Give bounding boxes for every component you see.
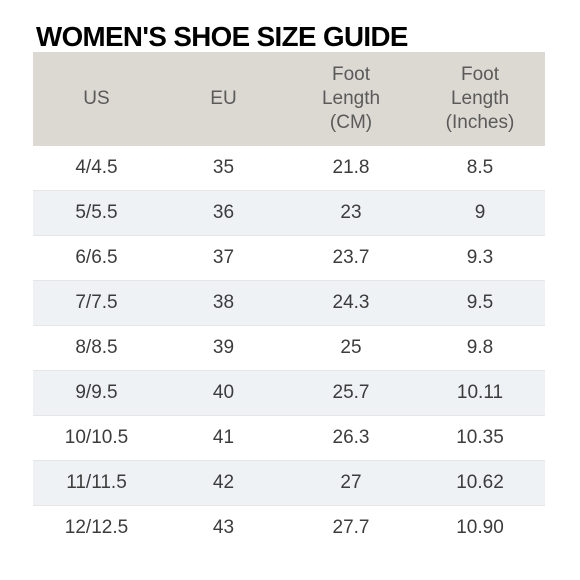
page-title: WOMEN'S SHOE SIZE GUIDE	[36, 21, 408, 52]
cell-cm: 27.7	[332, 517, 370, 538]
cell-cm: 21.8	[287, 146, 415, 191]
cell-us: 11/11.5	[33, 460, 160, 506]
cell-eu: 36	[160, 190, 287, 236]
cell-inches: 10.11	[415, 370, 545, 416]
cell-inches: 9	[415, 190, 545, 236]
cell-inches: 9.5	[415, 280, 545, 326]
header-eu: EU	[160, 52, 287, 146]
cell-us: 4/4.5	[33, 146, 160, 191]
cell-inches: 8.5	[415, 146, 545, 191]
table-row: 12/12.5 43 27.7 10.90	[33, 506, 545, 551]
header-in-line: Length	[450, 88, 510, 109]
table-row: 10/10.5 41 26.3 10.35	[33, 415, 545, 461]
cell-us: 12/12.5	[64, 517, 129, 538]
cell-inches: 9.3	[415, 235, 545, 281]
cell-us: 7/7.5	[33, 280, 160, 326]
header-us: US	[33, 52, 160, 146]
cell-eu: 41	[160, 415, 287, 461]
header-cm-line: Length	[321, 88, 381, 109]
cell-inches: 9.8	[415, 325, 545, 371]
cell-cm: 25.7	[287, 370, 415, 416]
header-foot-length-cm: Foot Length (CM)	[287, 52, 415, 146]
table-row: 8/8.5 39 25 9.8	[33, 325, 545, 371]
table-row: 7/7.5 38 24.3 9.5	[33, 280, 545, 326]
cell-us: 6/6.5	[33, 235, 160, 281]
cell-eu: 37	[160, 235, 287, 281]
header-eu-label: EU	[210, 88, 237, 109]
cell-inches: 10.35	[415, 415, 545, 461]
cell-cm: 24.3	[287, 280, 415, 326]
cell-eu: 39	[160, 325, 287, 371]
header-cm-line: Foot	[331, 64, 371, 85]
cell-cm: 23.7	[287, 235, 415, 281]
cell-us: 8/8.5	[33, 325, 160, 371]
cell-eu: 42	[160, 460, 287, 506]
cell-cm: 23	[287, 190, 415, 236]
header-in-line: (Inches)	[445, 112, 515, 133]
cell-us: 10/10.5	[33, 415, 160, 461]
cell-inches: 10.62	[415, 460, 545, 506]
size-table: US EU Foot Length (CM) Foot Length (Inch…	[33, 52, 545, 550]
table-row: 9/9.5 40 25.7 10.11	[33, 370, 545, 416]
cell-cm: 27	[287, 460, 415, 506]
table-row: 4/4.5 35 21.8 8.5	[33, 146, 545, 191]
table-row: 6/6.5 37 23.7 9.3	[33, 235, 545, 281]
cell-eu: 40	[160, 370, 287, 416]
table-row: 5/5.5 36 23 9	[33, 190, 545, 236]
cell-cm: 26.3	[287, 415, 415, 461]
cell-eu: 38	[160, 280, 287, 326]
table-row: 11/11.5 42 27 10.62	[33, 460, 545, 506]
cell-eu: 35	[160, 146, 287, 191]
header-cm-line: (CM)	[329, 112, 373, 133]
cell-cm: 25	[287, 325, 415, 371]
header-row: US EU Foot Length (CM) Foot Length (Inch…	[33, 52, 545, 146]
header-foot-length-inches: Foot Length (Inches)	[415, 52, 545, 146]
cell-us: 5/5.5	[33, 190, 160, 236]
cell-eu: 43	[212, 517, 235, 538]
cell-inches: 10.90	[456, 517, 504, 538]
cell-us: 9/9.5	[33, 370, 160, 416]
header-us-label: US	[83, 88, 110, 109]
header-in-line: Foot	[460, 64, 500, 85]
